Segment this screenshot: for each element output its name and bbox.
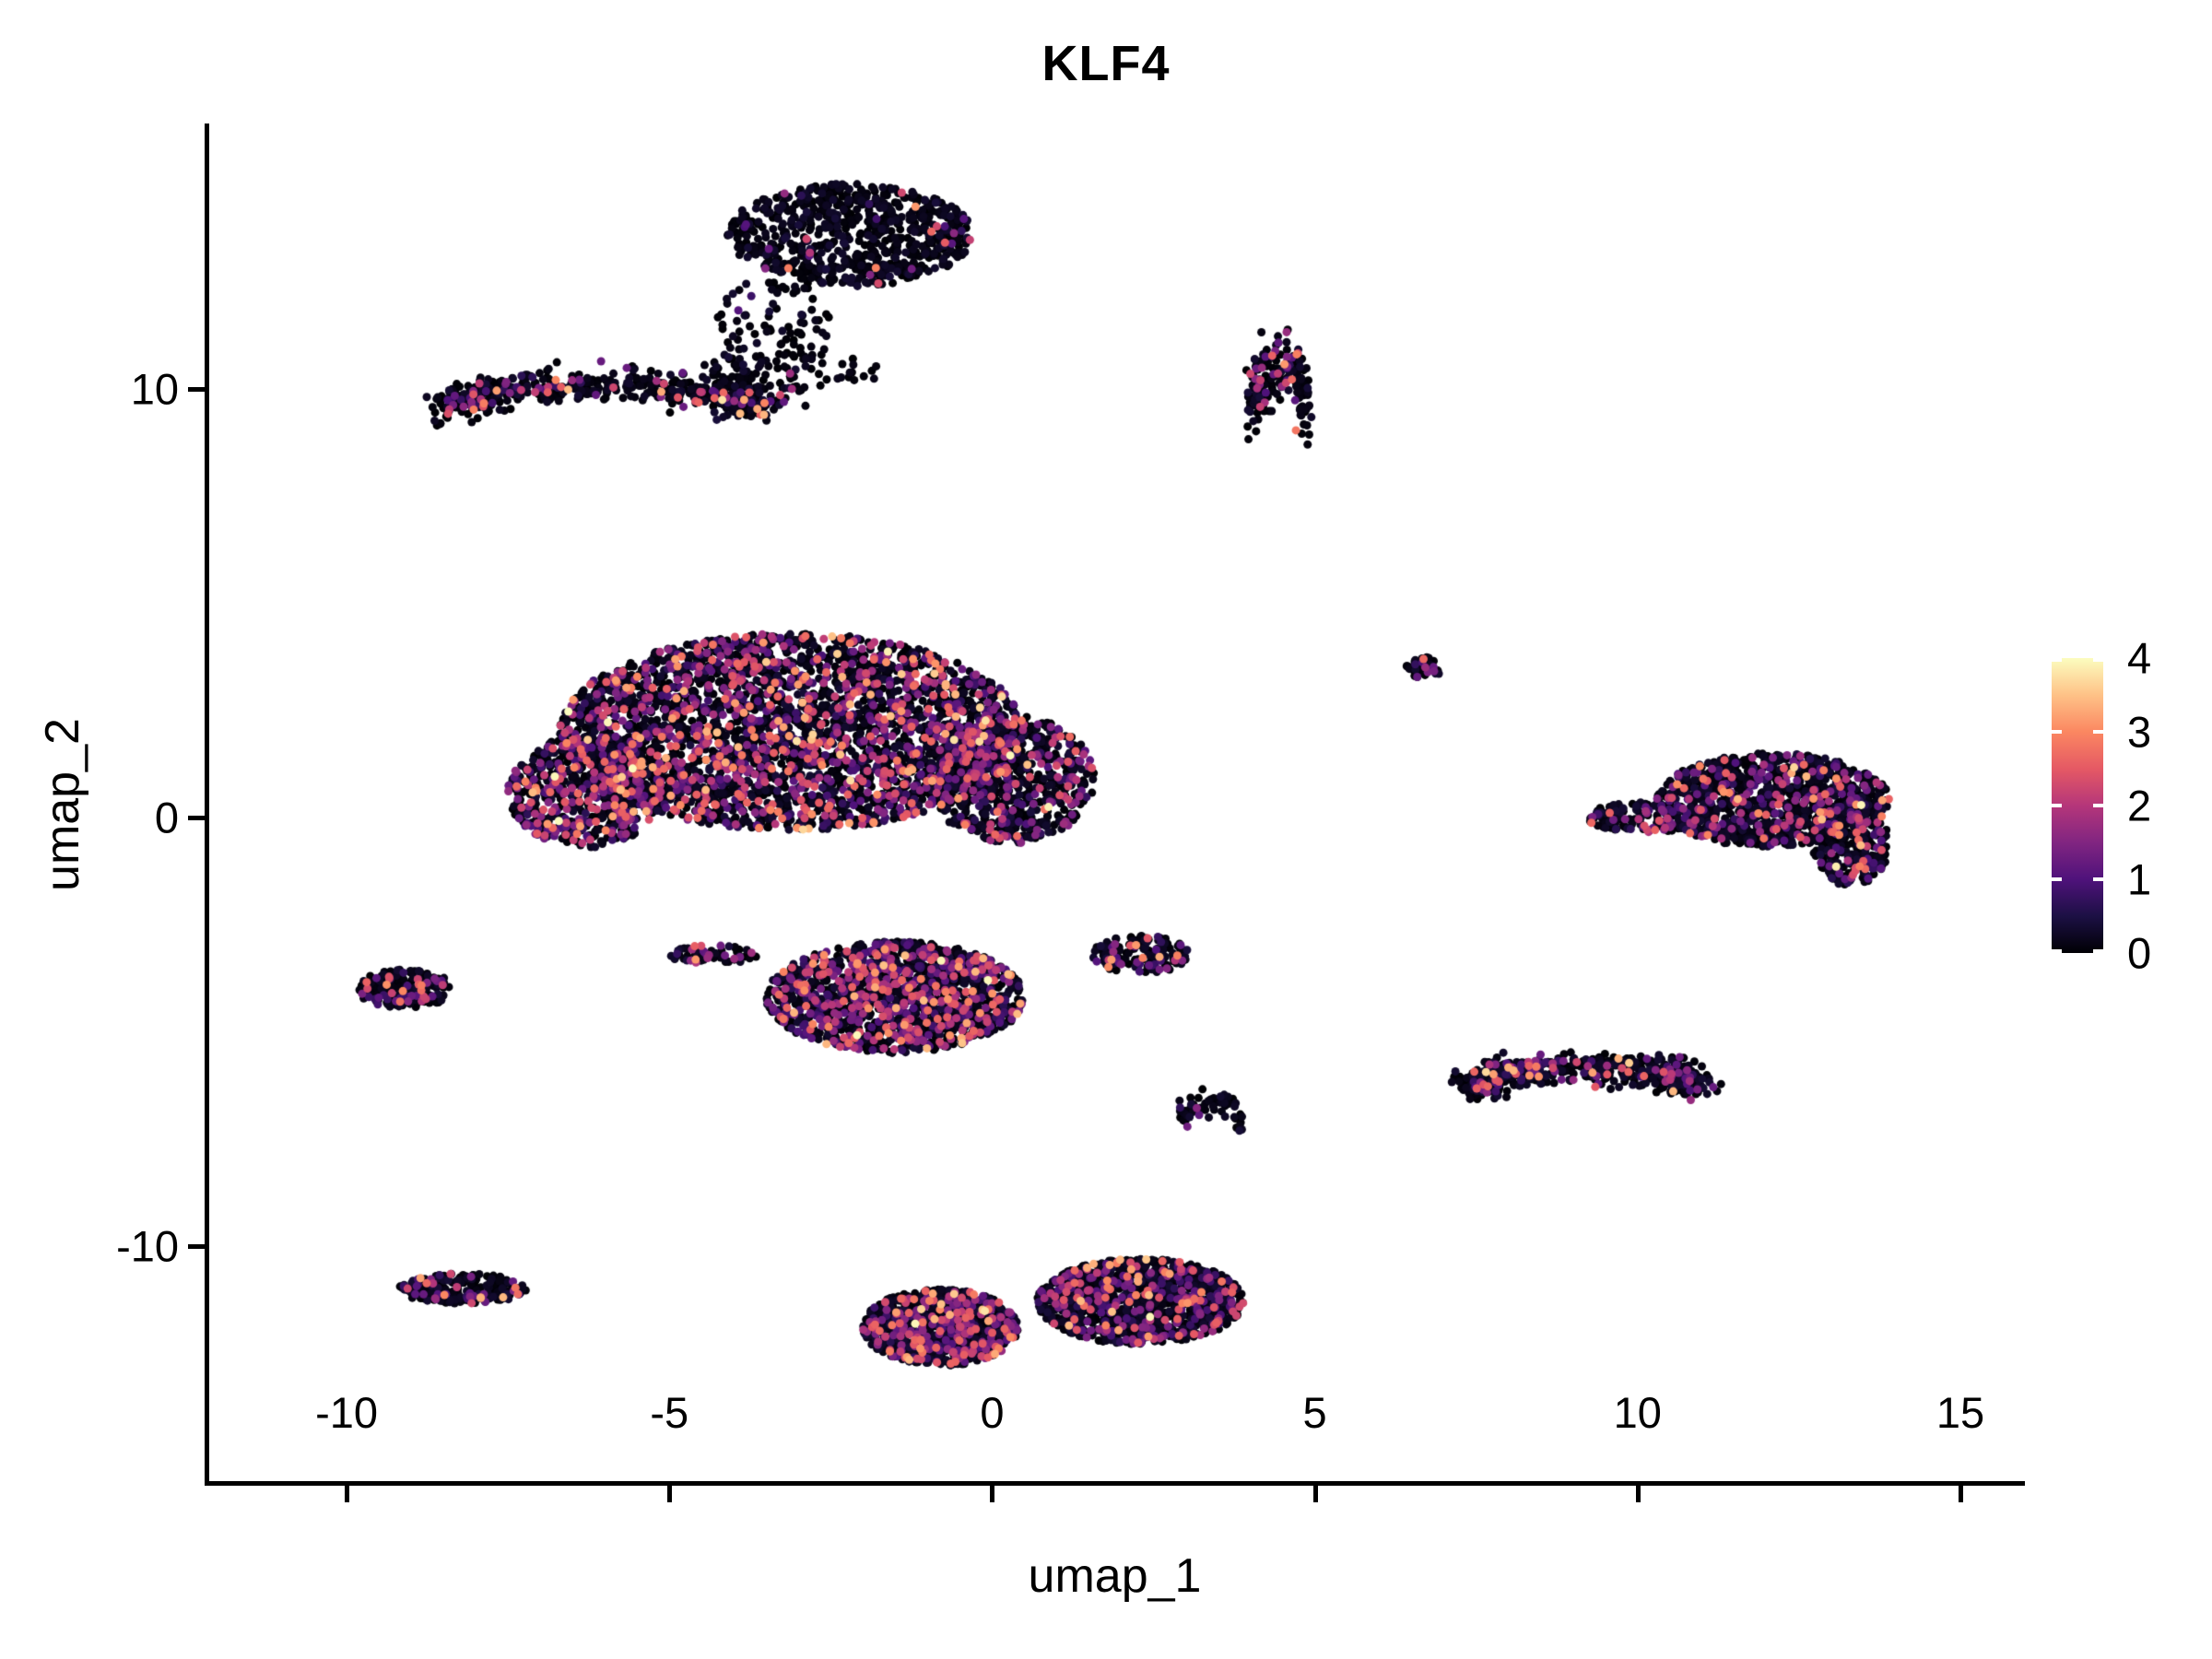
y-axis-label: umap_2 [36,718,89,891]
colorbar-tick-mark [2052,730,2062,734]
colorbar-tick-label: 3 [2127,707,2152,757]
colorbar[interactable] [2052,658,2103,953]
colorbar-tick-mark [2052,658,2062,662]
x-tick-label: -10 [315,1388,379,1437]
colorbar-tick-mark [2093,877,2103,881]
colorbar-tick-label: 2 [2127,781,2152,830]
x-tick [1312,1486,1318,1502]
x-tick-label: 0 [980,1388,1005,1437]
y-tick [188,1243,205,1249]
x-tick [1635,1486,1641,1502]
colorbar-tick-mark [2093,730,2103,734]
colorbar-tick-label: 1 [2127,854,2152,904]
colorbar-tick-mark [2093,949,2103,953]
x-tick-label: -5 [650,1388,689,1437]
y-tick-label: 10 [130,364,179,414]
x-tick [667,1486,673,1502]
y-tick [188,387,205,393]
page-title: KLF4 [1041,36,1171,91]
x-tick [345,1486,350,1502]
y-tick-label: 0 [154,793,179,842]
x-axis-label: umap_1 [1028,1549,1202,1603]
colorbar-tick-label: 4 [2127,633,2152,683]
colorbar-tick-mark [2052,804,2062,807]
colorbar-tick-mark [2093,804,2103,807]
x-tick-label: 10 [1613,1388,1662,1437]
scatter-canvas [205,124,2025,1486]
y-tick-label: -10 [116,1221,179,1271]
colorbar-tick-mark [2052,877,2062,881]
colorbar-tick-mark [2052,949,2062,953]
colorbar-tick-label: 0 [2127,928,2152,978]
x-tick [1958,1486,1963,1502]
y-tick [188,815,205,820]
x-tick [990,1486,995,1502]
x-tick-label: 15 [1936,1388,1985,1437]
colorbar-tick-mark [2093,658,2103,662]
x-tick-label: 5 [1302,1388,1327,1437]
